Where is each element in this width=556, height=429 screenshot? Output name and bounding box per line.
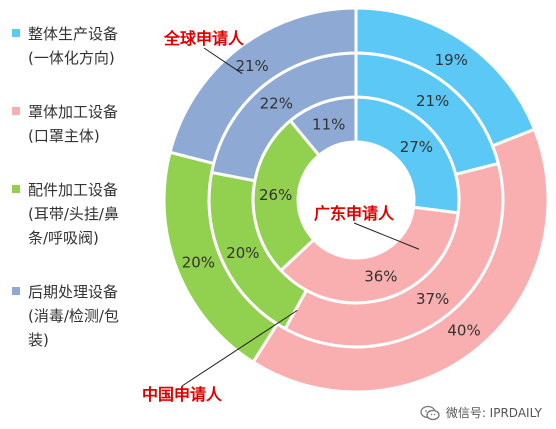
slice-label: 11% bbox=[312, 115, 345, 133]
series-callout-middle: 中国申请人 bbox=[142, 385, 223, 404]
slice-label: 40% bbox=[447, 322, 480, 340]
callout-line bbox=[181, 309, 298, 387]
legend-swatch bbox=[12, 287, 20, 295]
legend-item: 整体生产设备 (一体化方向) bbox=[12, 22, 172, 70]
callout-line bbox=[353, 222, 420, 250]
legend-item: 罩体加工设备 (口罩主体) bbox=[12, 100, 172, 148]
callout-line bbox=[203, 47, 243, 75]
legend-label: 罩体加工设备 (口罩主体) bbox=[28, 103, 119, 145]
legend: 整体生产设备 (一体化方向) 罩体加工设备 (口罩主体) 配件加工设备 (耳带/头挂/鼻条… bbox=[12, 22, 172, 382]
legend-swatch bbox=[12, 107, 20, 115]
legend-label: 后期处理设备 (消毒/检测/包 装) bbox=[28, 283, 119, 349]
slice-label: 20% bbox=[226, 244, 259, 262]
slice-label: 21% bbox=[235, 57, 268, 75]
slice-outer-3 bbox=[168, 6, 358, 166]
slice-label: 19% bbox=[435, 51, 468, 69]
slice-label: 37% bbox=[416, 290, 449, 308]
slice-label: 36% bbox=[364, 268, 397, 286]
legend-label: 整体生产设备 (一体化方向) bbox=[28, 25, 119, 67]
watermark: 微信号: IPRDAILY bbox=[420, 404, 542, 421]
legend-label: 配件加工设备 (耳带/头挂/鼻 条/呼吸阀) bbox=[28, 181, 119, 247]
legend-item: 后期处理设备 (消毒/检测/包 装) bbox=[12, 280, 172, 352]
watermark-text: 微信号: IPRDAILY bbox=[445, 406, 542, 420]
legend-item: 配件加工设备 (耳带/头挂/鼻 条/呼吸阀) bbox=[12, 178, 172, 250]
series-callout-outer: 全球申请人 bbox=[163, 29, 245, 48]
legend-swatch bbox=[12, 29, 20, 37]
slice-outer-1 bbox=[251, 127, 550, 394]
slice-label: 20% bbox=[182, 253, 215, 271]
series-callout-inner: 广东申请人 bbox=[314, 204, 395, 223]
legend-swatch bbox=[12, 185, 20, 193]
wechat-icon bbox=[420, 405, 440, 420]
slice-label: 27% bbox=[400, 138, 433, 156]
slice-label: 26% bbox=[259, 186, 292, 204]
slice-label: 22% bbox=[260, 95, 293, 113]
slice-label: 21% bbox=[416, 92, 449, 110]
